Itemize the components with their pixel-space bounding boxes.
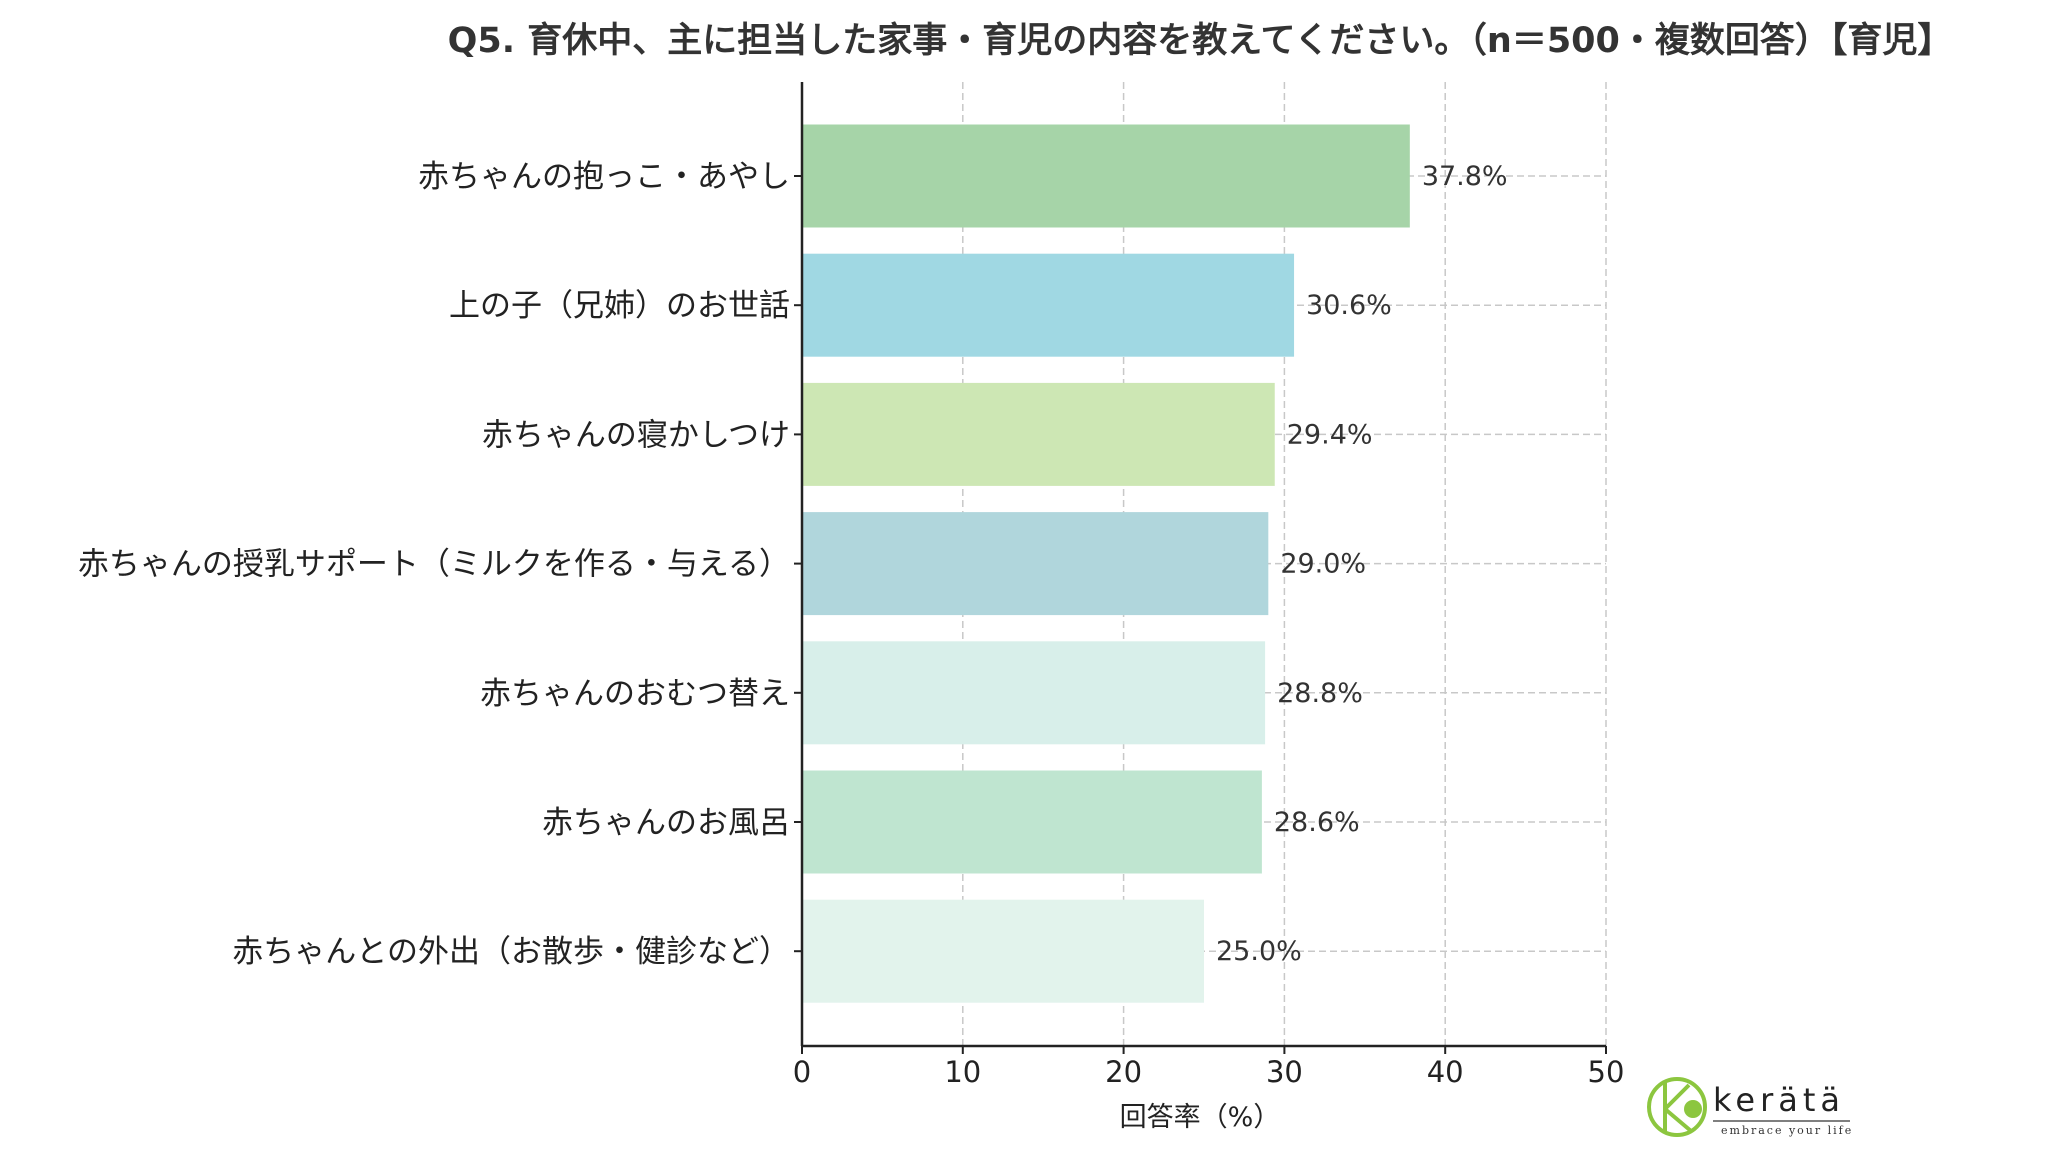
data-label: 28.8%	[1277, 678, 1363, 709]
bar	[802, 124, 1410, 228]
data-label: 30.6%	[1306, 290, 1392, 321]
logo-name: kerätä	[1713, 1081, 1845, 1119]
x-tick-label: 30	[1266, 1055, 1303, 1089]
category-label: 赤ちゃんの抱っこ・あやし	[418, 159, 790, 195]
data-label: 28.6%	[1274, 807, 1360, 838]
x-tick-label: 40	[1427, 1055, 1464, 1089]
bar	[802, 253, 1295, 357]
chart-title: Q5. 育休中、主に担当した家事・育児の内容を教えてください。（n＝500・複数…	[448, 21, 1953, 61]
category-label: 赤ちゃんのおむつ替え	[480, 676, 790, 712]
category-label: 上の子（兄姉）のお世話	[449, 288, 790, 324]
bar	[802, 512, 1269, 616]
clover-icon	[1684, 1100, 1702, 1118]
data-label: 37.8%	[1422, 161, 1508, 192]
bar	[802, 382, 1275, 486]
x-axis-label: 回答率（%）	[1120, 1102, 1281, 1133]
data-label: 29.4%	[1287, 419, 1373, 450]
logo-circle-icon	[1647, 1077, 1707, 1137]
kerata-logo: kerätä embrace your life	[1647, 1077, 1853, 1137]
bar	[802, 770, 1262, 874]
category-label: 赤ちゃんとの外出（お散歩・健診など）	[232, 934, 790, 970]
x-tick-label: 0	[793, 1055, 811, 1089]
data-label: 29.0%	[1280, 549, 1366, 580]
axes: 0 10 20 30 40 50 赤ちゃんの抱っこ・あやし上の子（兄姉）のお世話赤ちゃんの寝…	[78, 82, 1625, 1089]
x-tick-label: 50	[1588, 1055, 1625, 1089]
bar	[802, 641, 1266, 745]
category-label: 赤ちゃんの授乳サポート（ミルクを作る・与える）	[78, 547, 790, 583]
bars: 37.8% 30.6% 29.4% 29.0% 28.8% 28.6% 25.0%	[802, 124, 1508, 1003]
x-tick-label: 10	[944, 1055, 981, 1089]
logo-tagline: embrace your life	[1721, 1124, 1853, 1137]
bar	[802, 899, 1204, 1003]
category-label: 赤ちゃんの寝かしつけ	[482, 417, 790, 453]
category-label: 赤ちゃんのお風呂	[542, 805, 790, 841]
x-tick-label: 20	[1105, 1055, 1142, 1089]
data-label: 25.0%	[1216, 936, 1302, 967]
